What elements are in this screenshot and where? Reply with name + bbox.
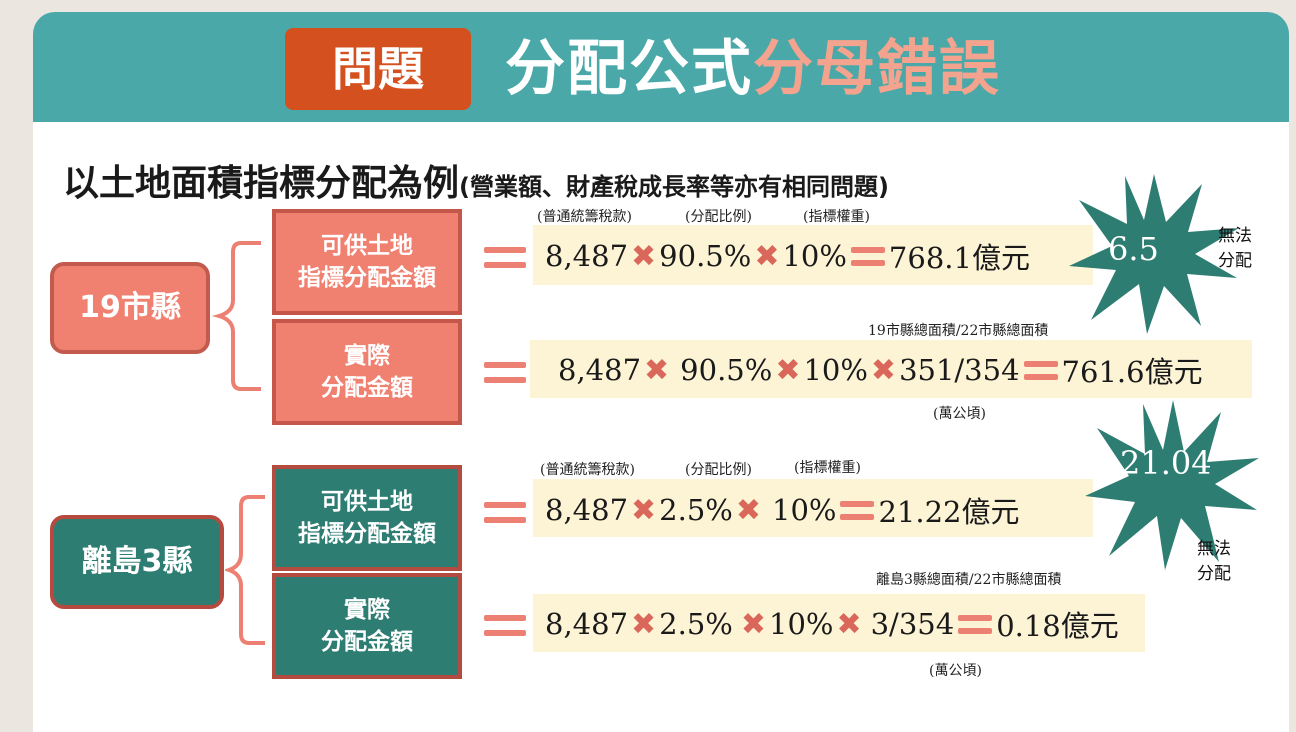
label-unit: (萬公頃) <box>929 663 982 679</box>
value: 351/354 <box>899 353 1020 387</box>
g2-formula-allocatable: 8,487 ✖ 2.5% ✖ 10% 21.22億元 <box>545 489 1020 531</box>
burst-value: 6.5 <box>1108 230 1159 268</box>
group-19-counties: 19市縣 <box>50 262 210 354</box>
title-banner: 問題 分配公式分母錯誤 <box>33 12 1289 122</box>
g1-box1-line2: 指標分配金額 <box>298 265 436 291</box>
result: 768.1億元 <box>888 241 1030 275</box>
problem-badge: 問題 <box>285 28 471 110</box>
cross-icon: ✖ <box>754 238 780 274</box>
label-tax-pool: (普通統籌稅款) <box>537 209 632 225</box>
value: 90.5% <box>680 353 773 387</box>
result: 0.18億元 <box>996 609 1119 643</box>
burst-value: 21.04 <box>1120 444 1212 482</box>
label-ratio: (分配比例) <box>685 209 752 225</box>
equals-icon <box>840 500 875 520</box>
slide-title: 分配公式分母錯誤 <box>505 30 1001 108</box>
g2-box2-line2: 分配金額 <box>321 629 413 655</box>
label-unit: (萬公頃) <box>933 406 986 422</box>
g1-formula-actual: 8,487 ✖ 90.5% ✖ 10% ✖ 351/354 761.6億元 <box>558 349 1203 391</box>
g2-box1-line1: 可供土地 <box>321 489 413 515</box>
group-outlying-islands: 離島3縣 <box>50 515 224 609</box>
g1-box2-line2: 分配金額 <box>321 375 413 401</box>
value: 3/354 <box>870 607 955 641</box>
starburst-icon <box>1069 174 1239 334</box>
note-line1: 無法 <box>1197 539 1231 559</box>
equals-icon <box>484 615 526 643</box>
g1-actual-box: 實際 分配金額 <box>272 319 462 425</box>
g2-box1-line2: 指標分配金額 <box>298 521 436 547</box>
slide-card: 問題 分配公式分母錯誤 以土地面積指標分配為例(營業額、財產稅成長率等亦有相同問… <box>33 12 1289 732</box>
cross-icon: ✖ <box>735 492 761 528</box>
cannot-allocate-note: 無法 分配 <box>1218 224 1252 274</box>
equals-icon <box>1023 360 1058 380</box>
label-ratio: (分配比例) <box>685 462 752 478</box>
g1-allocatable-box: 可供土地 指標分配金額 <box>272 209 462 315</box>
starburst-icon <box>1085 400 1259 570</box>
g1-row1-bar <box>533 225 1093 285</box>
g1-box2-line1: 實際 <box>344 343 390 369</box>
cross-icon: ✖ <box>631 238 657 274</box>
result: 761.6億元 <box>1061 355 1203 389</box>
value: 90.5% <box>659 239 752 273</box>
cannot-allocate-note: 無法 分配 <box>1197 537 1231 587</box>
cross-icon: ✖ <box>740 606 766 642</box>
g2-formula-actual: 8,487 ✖ 2.5% ✖ 10% ✖ 3/354 0.18億元 <box>545 603 1119 645</box>
note-line1: 無法 <box>1218 226 1252 246</box>
result: 21.22億元 <box>878 495 1020 529</box>
cross-icon: ✖ <box>836 606 862 642</box>
g2-row1-bar <box>533 479 1093 537</box>
group1-bracket <box>211 241 261 391</box>
value: 2.5% <box>659 493 733 527</box>
g1-formula-allocatable: 8,487 ✖ 90.5% ✖ 10% 768.1億元 <box>545 235 1030 277</box>
g1-row2-bar <box>530 340 1252 398</box>
equals-icon <box>484 247 526 275</box>
g2-allocatable-box: 可供土地 指標分配金額 <box>272 465 462 571</box>
title-part-pink: 分母錯誤 <box>753 34 1001 104</box>
heading-main: 以土地面積指標分配為例 <box>63 163 460 204</box>
value: 10% <box>782 239 847 273</box>
value: 8,487 <box>558 353 642 387</box>
g2-row2-bar <box>533 594 1145 652</box>
equals-icon <box>484 502 526 530</box>
cross-icon: ✖ <box>631 492 657 528</box>
g2-actual-box: 實際 分配金額 <box>272 573 462 679</box>
note-line2: 分配 <box>1218 251 1252 271</box>
cross-icon: ✖ <box>644 352 670 388</box>
heading-sub: (營業額、財產稅成長率等亦有相同問題) <box>459 173 889 201</box>
note-line2: 分配 <box>1197 564 1231 584</box>
label-tax-pool: (普通統籌稅款) <box>540 462 635 478</box>
value: 10% <box>803 353 868 387</box>
g2-box2-line1: 實際 <box>344 597 390 623</box>
title-part-white: 分配公式 <box>505 34 753 104</box>
label-weight: (指標權重) <box>794 460 861 476</box>
value: 8,487 <box>545 493 629 527</box>
group2-bracket <box>225 495 265 645</box>
g1-box1-line1: 可供土地 <box>321 233 413 259</box>
cross-icon: ✖ <box>870 352 897 388</box>
cross-icon: ✖ <box>631 606 657 642</box>
value: 10% <box>772 493 837 527</box>
label-area-ratio: 離島3縣總面積/22市縣總面積 <box>876 572 1062 588</box>
equals-icon <box>850 246 885 266</box>
equals-icon <box>484 362 526 390</box>
value: 8,487 <box>545 607 629 641</box>
value: 10% <box>769 607 834 641</box>
value: 2.5% <box>659 607 733 641</box>
cross-icon: ✖ <box>775 352 801 388</box>
value: 8,487 <box>545 239 629 273</box>
section-heading: 以土地面積指標分配為例(營業額、財產稅成長率等亦有相同問題) <box>63 154 889 206</box>
label-weight: (指標權重) <box>803 209 870 225</box>
label-area-ratio: 19市縣總面積/22市縣總面積 <box>868 323 1049 339</box>
equals-icon <box>958 614 993 634</box>
